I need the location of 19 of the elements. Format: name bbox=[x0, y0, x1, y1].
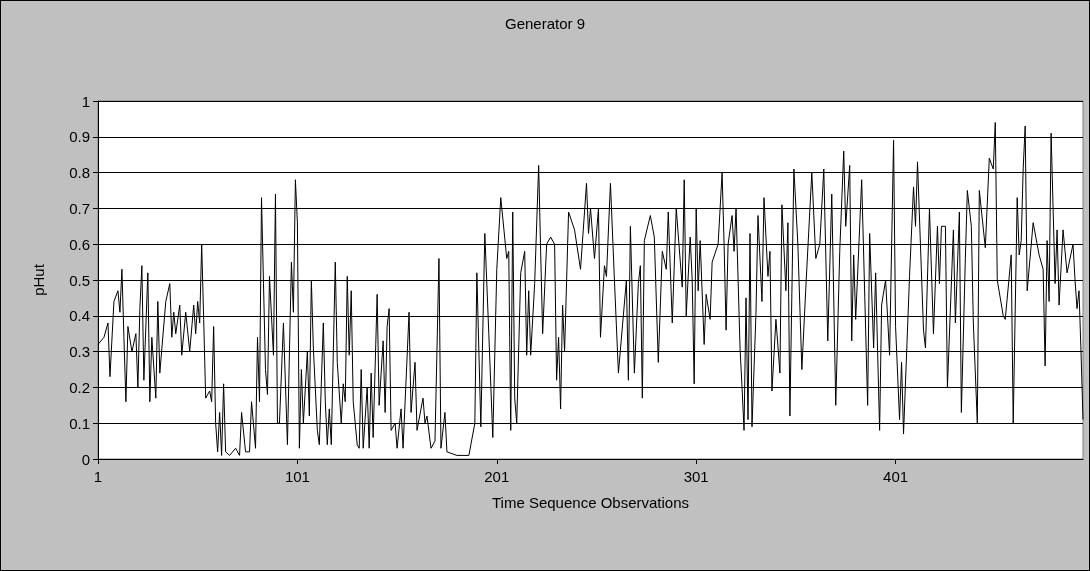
y-tick-label: 0.7 bbox=[69, 199, 90, 217]
x-tick-label: 101 bbox=[284, 468, 310, 485]
y-axis-title: pHut bbox=[30, 263, 47, 296]
x-tick-label: 401 bbox=[883, 468, 909, 485]
y-tick-label: 0 bbox=[81, 450, 90, 468]
x-tick-label: 301 bbox=[683, 468, 709, 485]
y-tick-label: 0.1 bbox=[69, 414, 90, 432]
x-axis-title: Time Sequence Observations bbox=[491, 494, 690, 511]
x-tick-label: 1 bbox=[93, 468, 103, 485]
y-tick-label: 0.8 bbox=[69, 164, 90, 182]
y-tick-label: 0.2 bbox=[69, 378, 90, 396]
chart-title: Generator 9 bbox=[504, 15, 586, 32]
y-tick-label: 0.4 bbox=[69, 307, 90, 325]
y-tick-label: 0.9 bbox=[69, 128, 90, 146]
y-tick-label: 0.6 bbox=[69, 235, 90, 253]
y-tick-label: 1 bbox=[81, 92, 90, 110]
y-tick-label: 0.5 bbox=[69, 271, 90, 289]
x-tick-label: 201 bbox=[484, 468, 510, 485]
y-tick-label: 0.3 bbox=[69, 343, 90, 361]
